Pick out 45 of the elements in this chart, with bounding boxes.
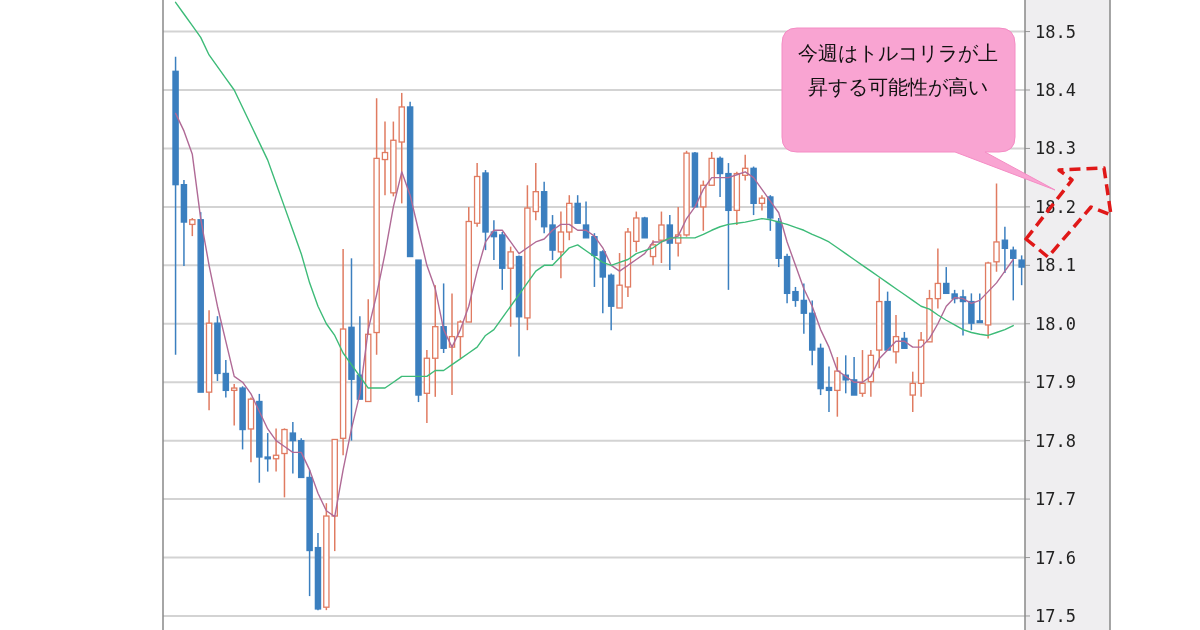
candlestick bbox=[976, 292, 984, 324]
candlestick bbox=[557, 210, 565, 279]
y-tick-label: 18.1 bbox=[1035, 255, 1076, 276]
candlestick bbox=[968, 292, 975, 331]
candlestick bbox=[222, 359, 230, 399]
candlestick bbox=[616, 252, 623, 309]
candlestick bbox=[532, 162, 540, 222]
candlestick bbox=[1010, 245, 1017, 302]
candlestick bbox=[767, 194, 774, 232]
candlestick bbox=[993, 182, 1000, 273]
candlestick bbox=[800, 282, 808, 335]
candlestick bbox=[289, 421, 297, 475]
candlestick bbox=[658, 210, 665, 264]
candlestick bbox=[834, 356, 841, 418]
candlestick bbox=[574, 194, 581, 224]
y-tick-label: 17.9 bbox=[1035, 372, 1076, 393]
candlestick bbox=[507, 245, 514, 328]
annotation: 今週はトルコリラが上昇する可能性が高い bbox=[797, 40, 999, 101]
candlestick bbox=[582, 200, 590, 239]
candlestick bbox=[909, 370, 916, 413]
candlestick bbox=[281, 427, 288, 499]
candlestick bbox=[825, 365, 833, 413]
candlestick bbox=[850, 356, 858, 396]
y-tick-label: 17.5 bbox=[1035, 605, 1076, 626]
candlestick bbox=[440, 282, 447, 354]
candlestick bbox=[792, 286, 799, 308]
candlestick bbox=[1018, 254, 1025, 286]
candlestick bbox=[381, 120, 389, 196]
candlestick bbox=[934, 247, 942, 310]
y-tick-label: 17.8 bbox=[1035, 430, 1076, 451]
candlestick bbox=[230, 383, 238, 427]
y-tick-label: 18.4 bbox=[1035, 80, 1076, 100]
candlestick bbox=[1001, 226, 1009, 274]
line-series bbox=[174, 1, 1014, 389]
y-tick-label: 18.0 bbox=[1035, 313, 1076, 334]
candlestick bbox=[859, 349, 866, 398]
y-tick-label: 18.5 bbox=[1035, 21, 1076, 42]
y-tick-label: 18.3 bbox=[1035, 138, 1076, 159]
candlestick bbox=[716, 155, 724, 198]
y-tick-label: 17.7 bbox=[1035, 489, 1076, 510]
y-tick-label: 17.6 bbox=[1035, 547, 1076, 568]
candlestick bbox=[633, 210, 640, 253]
candlestick bbox=[700, 179, 707, 232]
candlestick bbox=[189, 217, 196, 237]
candlestick bbox=[591, 232, 598, 288]
